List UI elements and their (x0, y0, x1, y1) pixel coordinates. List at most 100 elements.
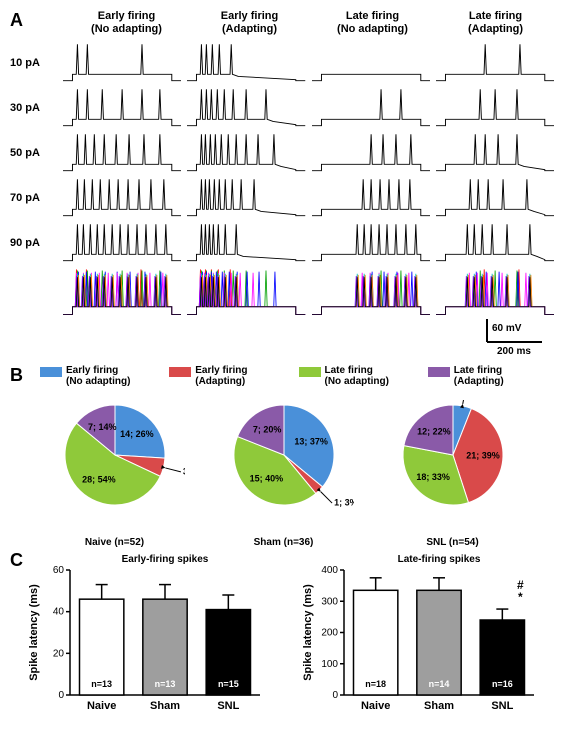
trace-cell (436, 220, 554, 265)
pie-chart: 13; 37% 15; 40% 7; 20% 1; 3% Sham (n=36) (214, 400, 354, 548)
svg-text:100: 100 (321, 659, 338, 670)
legend-item: Late firing(No adapting) (299, 365, 428, 387)
trace-cell (187, 175, 305, 220)
trace-rows: 10 pA 30 pA 50 pA 70 pA 90 pA (10, 40, 557, 320)
merged-trace-cell (312, 265, 430, 320)
pie-chart: 14; 26%28; 54%7; 14%3; 6%Naive (n=52) (45, 400, 185, 548)
pie-charts: 14; 26%28; 54%7; 14%3; 6%Naive (n=52)13;… (30, 400, 537, 548)
merged-trace-cell (63, 265, 181, 320)
scalebar: 60 mV 200 ms (437, 317, 547, 360)
trace-cell (63, 130, 181, 175)
trace-cell (63, 85, 181, 130)
svg-text:14; 26%: 14; 26% (120, 429, 154, 439)
panel-b-legend: Early firing(No adapting) Early firing(Ad… (40, 365, 557, 387)
pie-caption: Naive (n=52) (45, 537, 185, 548)
svg-text:18; 33%: 18; 33% (416, 472, 450, 482)
trace-cell (187, 130, 305, 175)
legend-swatch (40, 367, 62, 377)
svg-text:60: 60 (53, 565, 65, 576)
bar-chart-late: Late-firing spikes0100200300400Spike lat… (299, 550, 543, 730)
legend-item: Early firing(Adapting) (169, 365, 298, 387)
pie-chart: 21; 39%18; 33%12; 22%3; 6%SNL (n=54) (383, 400, 523, 548)
column-header: Late firing(No adapting) (311, 10, 434, 36)
svg-text:200 ms: 200 ms (497, 346, 531, 357)
svg-text:SNL: SNL (491, 700, 513, 712)
svg-text:Spike latency (ms): Spike latency (ms) (302, 584, 314, 681)
legend-swatch (428, 367, 450, 377)
legend-swatch (169, 367, 191, 377)
panel-c-label: C (10, 550, 23, 571)
row-label: 70 pA (10, 192, 60, 204)
legend-swatch (299, 367, 321, 377)
merged-trace-row (10, 265, 557, 320)
bar-chart-early: Early-firing spikes0204060Spike latency … (25, 550, 269, 730)
panel-b-label: B (10, 365, 23, 386)
merged-trace-cell (187, 265, 305, 320)
svg-text:28; 54%: 28; 54% (82, 475, 116, 485)
trace-cell (436, 40, 554, 85)
trace-row: 30 pA (10, 85, 557, 130)
trace-row: 90 pA (10, 220, 557, 265)
svg-text:n=14: n=14 (428, 679, 449, 689)
svg-text:0: 0 (332, 690, 338, 701)
column-header: Early firing(No adapting) (65, 10, 188, 36)
svg-text:0: 0 (58, 690, 64, 701)
trace-cell (436, 130, 554, 175)
trace-cell (187, 220, 305, 265)
svg-text:7; 14%: 7; 14% (87, 422, 116, 432)
svg-text:n=13: n=13 (91, 679, 112, 689)
column-header: Late firing(Adapting) (434, 10, 557, 36)
row-label: 10 pA (10, 57, 60, 69)
svg-text:Sham: Sham (150, 700, 180, 712)
svg-text:12; 22%: 12; 22% (417, 426, 451, 436)
trace-cell (312, 175, 430, 220)
pie-caption: SNL (n=54) (383, 537, 523, 548)
trace-cell (312, 85, 430, 130)
svg-text:SNL: SNL (217, 700, 239, 712)
trace-cell (63, 175, 181, 220)
svg-text:400: 400 (321, 565, 338, 576)
svg-text:15; 40%: 15; 40% (249, 474, 283, 484)
svg-text:n=18: n=18 (365, 679, 386, 689)
svg-text:*: * (517, 590, 522, 604)
trace-cell (312, 130, 430, 175)
svg-text:200: 200 (321, 628, 338, 639)
row-label: 90 pA (10, 237, 60, 249)
svg-text:n=16: n=16 (491, 679, 512, 689)
panel-a-headers: Early firing(No adapting)Early firing(Ad… (65, 10, 557, 36)
svg-text:Sham: Sham (424, 700, 454, 712)
legend-text: Late firing(Adapting) (454, 365, 504, 387)
svg-text:21; 39%: 21; 39% (466, 450, 500, 460)
legend-text: Early firing(No adapting) (66, 365, 130, 387)
trace-cell (187, 40, 305, 85)
trace-cell (63, 40, 181, 85)
trace-row: 10 pA (10, 40, 557, 85)
panel-a-label: A (10, 10, 23, 31)
trace-cell (312, 40, 430, 85)
legend-text: Late firing(No adapting) (325, 365, 389, 387)
svg-text:60 mV: 60 mV (492, 323, 522, 334)
column-header: Early firing(Adapting) (188, 10, 311, 36)
svg-text:Early-firing spikes: Early-firing spikes (122, 554, 209, 565)
trace-cell (436, 175, 554, 220)
svg-text:n=13: n=13 (155, 679, 176, 689)
pie-caption: Sham (n=36) (214, 537, 354, 548)
svg-text:n=15: n=15 (218, 679, 239, 689)
svg-text:40: 40 (53, 607, 65, 618)
legend-item: Late firing(Adapting) (428, 365, 557, 387)
svg-text:Spike latency (ms): Spike latency (ms) (28, 584, 40, 681)
svg-text:Naive: Naive (87, 700, 116, 712)
svg-text:Naive: Naive (360, 700, 389, 712)
merged-trace-cell (436, 265, 554, 320)
svg-text:13; 37%: 13; 37% (294, 437, 328, 447)
svg-text:1; 3%: 1; 3% (334, 497, 354, 507)
row-label: 30 pA (10, 102, 60, 114)
legend-text: Early firing(Adapting) (195, 365, 247, 387)
row-label: 50 pA (10, 147, 60, 159)
svg-text:Late-firing spikes: Late-firing spikes (397, 554, 480, 565)
trace-row: 50 pA (10, 130, 557, 175)
trace-cell (312, 220, 430, 265)
svg-text:7; 20%: 7; 20% (252, 425, 281, 435)
panel-a: A Early firing(No adapting)Early firing(… (10, 10, 557, 360)
legend-item: Early firing(No adapting) (40, 365, 169, 387)
